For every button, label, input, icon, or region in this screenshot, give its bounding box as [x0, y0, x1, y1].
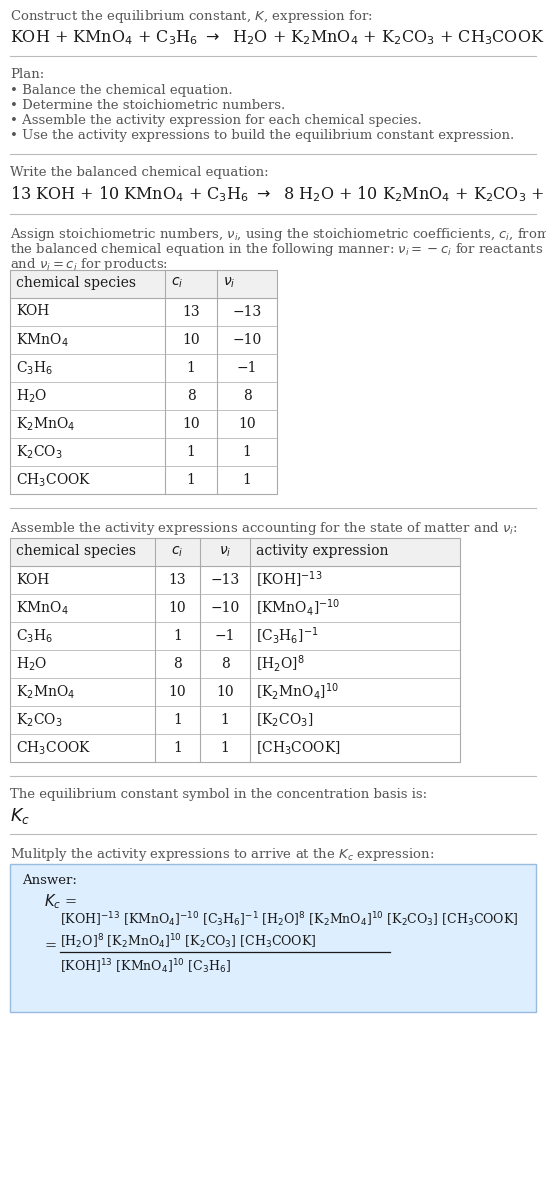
Text: −10: −10 [210, 601, 240, 616]
Text: [KOH]$^{-13}$: [KOH]$^{-13}$ [256, 570, 323, 590]
Text: the balanced chemical equation in the following manner: $\nu_i = -c_i$ for react: the balanced chemical equation in the fo… [10, 241, 543, 258]
Text: 1: 1 [187, 473, 195, 487]
Text: [CH$_3$COOK]: [CH$_3$COOK] [256, 739, 341, 757]
Text: $K_c$ =: $K_c$ = [44, 892, 77, 911]
Text: $\nu_i$: $\nu_i$ [223, 275, 235, 291]
Text: =: = [44, 939, 56, 953]
Text: Assemble the activity expressions accounting for the state of matter and $\nu_i$: Assemble the activity expressions accoun… [10, 520, 518, 537]
Text: and $\nu_i = c_i$ for products:: and $\nu_i = c_i$ for products: [10, 257, 168, 273]
Text: 8: 8 [187, 390, 195, 403]
Text: 13 KOH + 10 KMnO$_4$ + C$_3$H$_6$ $\rightarrow$  8 H$_2$O + 10 K$_2$MnO$_4$ + K$: 13 KOH + 10 KMnO$_4$ + C$_3$H$_6$ $\righ… [10, 184, 546, 204]
Text: CH$_3$COOK: CH$_3$COOK [16, 739, 91, 757]
Text: chemical species: chemical species [16, 275, 136, 290]
Text: 1: 1 [221, 742, 229, 754]
Text: [C$_3$H$_6$]$^{-1}$: [C$_3$H$_6$]$^{-1}$ [256, 625, 318, 646]
Text: K$_2$MnO$_4$: K$_2$MnO$_4$ [16, 684, 75, 700]
Text: 10: 10 [169, 685, 186, 699]
Text: activity expression: activity expression [256, 544, 389, 558]
Text: Write the balanced chemical equation:: Write the balanced chemical equation: [10, 166, 269, 179]
Text: 13: 13 [169, 573, 186, 587]
Text: $c_i$: $c_i$ [171, 275, 183, 291]
Text: [H$_2$O]$^8$: [H$_2$O]$^8$ [256, 653, 305, 674]
Text: • Determine the stoichiometric numbers.: • Determine the stoichiometric numbers. [10, 99, 285, 112]
Text: C$_3$H$_6$: C$_3$H$_6$ [16, 627, 53, 645]
Text: [KOH]$^{13}$ [KMnO$_4$]$^{10}$ [C$_3$H$_6$]: [KOH]$^{13}$ [KMnO$_4$]$^{10}$ [C$_3$H$_… [60, 957, 231, 976]
Text: 10: 10 [216, 685, 234, 699]
Text: Mulitply the activity expressions to arrive at the $K_c$ expression:: Mulitply the activity expressions to arr… [10, 846, 434, 863]
Text: 1: 1 [173, 629, 182, 643]
Bar [10, 270, 277, 494]
Text: [H$_2$O]$^8$ [K$_2$MnO$_4$]$^{10}$ [K$_2$CO$_3$] [CH$_3$COOK]: [H$_2$O]$^8$ [K$_2$MnO$_4$]$^{10}$ [K$_2… [60, 932, 316, 951]
Text: $\nu_i$: $\nu_i$ [219, 545, 231, 559]
Bar [10, 538, 460, 762]
Text: Answer:: Answer: [22, 875, 77, 887]
Text: Assign stoichiometric numbers, $\nu_i$, using the stoichiometric coefficients, $: Assign stoichiometric numbers, $\nu_i$, … [10, 226, 546, 242]
Text: 1: 1 [173, 713, 182, 727]
Text: 1: 1 [242, 445, 252, 459]
Text: $K_c$: $K_c$ [10, 806, 30, 826]
Text: −13: −13 [210, 573, 240, 587]
Text: [K$_2$MnO$_4$]$^{10}$: [K$_2$MnO$_4$]$^{10}$ [256, 681, 339, 703]
Text: C$_3$H$_6$: C$_3$H$_6$ [16, 360, 53, 378]
Text: [K$_2$CO$_3$]: [K$_2$CO$_3$] [256, 711, 313, 729]
Text: [KMnO$_4$]$^{-10}$: [KMnO$_4$]$^{-10}$ [256, 598, 340, 618]
Text: KMnO$_4$: KMnO$_4$ [16, 332, 69, 350]
Text: K$_2$CO$_3$: K$_2$CO$_3$ [16, 711, 63, 729]
Text: • Assemble the activity expression for each chemical species.: • Assemble the activity expression for e… [10, 114, 422, 127]
Text: −1: −1 [237, 361, 257, 375]
Text: [KOH]$^{-13}$ [KMnO$_4$]$^{-10}$ [C$_3$H$_6$]$^{-1}$ [H$_2$O]$^8$ [K$_2$MnO$_4$]: [KOH]$^{-13}$ [KMnO$_4$]$^{-10}$ [C$_3$H… [60, 910, 518, 929]
Text: 10: 10 [169, 601, 186, 616]
Text: KOH + KMnO$_4$ + C$_3$H$_6$ $\rightarrow$  H$_2$O + K$_2$MnO$_4$ + K$_2$CO$_3$ +: KOH + KMnO$_4$ + C$_3$H$_6$ $\rightarrow… [10, 28, 544, 47]
Text: CH$_3$COOK: CH$_3$COOK [16, 472, 91, 490]
Text: 1: 1 [187, 361, 195, 375]
Text: 1: 1 [242, 473, 252, 487]
Text: 8: 8 [221, 657, 229, 671]
Text: −13: −13 [233, 305, 262, 319]
Text: The equilibrium constant symbol in the concentration basis is:: The equilibrium constant symbol in the c… [10, 787, 427, 802]
Text: H$_2$O: H$_2$O [16, 388, 48, 405]
Text: H$_2$O: H$_2$O [16, 656, 48, 673]
Text: 13: 13 [182, 305, 200, 319]
Text: 10: 10 [182, 417, 200, 431]
Text: KMnO$_4$: KMnO$_4$ [16, 599, 69, 617]
Text: 1: 1 [173, 742, 182, 754]
Bar [10, 864, 536, 1012]
Text: 10: 10 [182, 333, 200, 347]
Text: $c_i$: $c_i$ [171, 545, 183, 559]
Text: K$_2$MnO$_4$: K$_2$MnO$_4$ [16, 415, 75, 433]
Text: Plan:: Plan: [10, 68, 44, 81]
Bar [10, 270, 277, 298]
Text: • Use the activity expressions to build the equilibrium constant expression.: • Use the activity expressions to build … [10, 129, 514, 142]
Text: 1: 1 [187, 445, 195, 459]
Bar [10, 538, 460, 566]
Text: KOH: KOH [16, 304, 49, 318]
Text: K$_2$CO$_3$: K$_2$CO$_3$ [16, 444, 63, 461]
Text: 8: 8 [173, 657, 182, 671]
Text: • Balance the chemical equation.: • Balance the chemical equation. [10, 84, 233, 97]
Text: 1: 1 [221, 713, 229, 727]
Text: chemical species: chemical species [16, 544, 136, 558]
Text: Construct the equilibrium constant, $K$, expression for:: Construct the equilibrium constant, $K$,… [10, 8, 373, 25]
Text: 10: 10 [238, 417, 256, 431]
Text: −10: −10 [233, 333, 262, 347]
Text: KOH: KOH [16, 573, 49, 587]
Text: −1: −1 [215, 629, 235, 643]
Text: 8: 8 [242, 390, 251, 403]
